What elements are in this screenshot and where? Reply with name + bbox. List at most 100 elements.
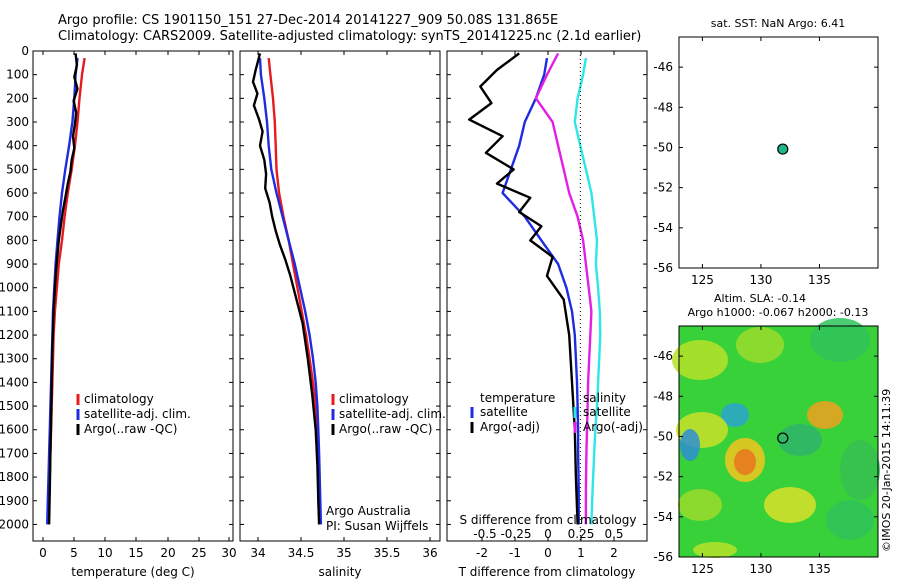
series-line-difference-2 <box>573 57 602 525</box>
y-tick-label: -54 <box>653 510 673 524</box>
heatmap-blob <box>693 542 737 558</box>
legend-label: Argo(-adj) <box>480 420 540 434</box>
x-tick-label: 35 <box>336 546 351 560</box>
y-tick-label: 400 <box>6 139 29 153</box>
y-tick-label: 200 <box>6 91 29 105</box>
legend-label: satellite <box>480 405 528 419</box>
series-line-difference-1 <box>468 52 579 525</box>
x-tick-label: 35.5 <box>374 546 401 560</box>
heatmap-blob <box>672 340 728 380</box>
x-tick-label: 135 <box>808 562 831 576</box>
x-tick-label: 30 <box>221 546 236 560</box>
y-tick-label: -52 <box>653 181 673 195</box>
series-line-temperature-1 <box>46 57 79 525</box>
panel-frame-difference <box>446 50 648 542</box>
annotation-text: PI: Susan Wijffels <box>326 519 428 533</box>
x-tick-label: 2 <box>610 546 618 560</box>
map-frame-sla_map <box>678 325 879 558</box>
x-tick-label: 0 <box>39 546 47 560</box>
y-tick-label: 0 <box>21 44 29 58</box>
x-tick-label-S: 0 <box>544 527 552 541</box>
profile-location-marker <box>777 143 789 155</box>
x-tick-label: 20 <box>160 546 175 560</box>
heatmap-blob <box>736 327 784 363</box>
y-tick-label: 1500 <box>0 399 29 413</box>
y-tick-label: 1400 <box>0 375 29 389</box>
x-tick-label-S: 0.25 <box>568 527 595 541</box>
y-tick-label: 1900 <box>0 494 29 508</box>
y-tick-label: 1800 <box>0 470 29 484</box>
y-tick-label: 1000 <box>0 281 29 295</box>
x-tick-label: -1 <box>509 546 521 560</box>
legend-label: satellite-adj. clim. <box>339 407 446 421</box>
heatmap-blob <box>680 429 700 461</box>
y-tick-label: -46 <box>653 60 673 74</box>
map-title: Argo h1000: -0.067 h2000: -0.13 <box>688 306 869 319</box>
x-tick-label: -2 <box>476 546 488 560</box>
y-tick-label: 1700 <box>0 446 29 460</box>
x-tick-label: 5 <box>70 546 78 560</box>
climatology-title: Climatology: CARS2009. Satellite-adjuste… <box>58 29 642 44</box>
map-frame-sst_map <box>678 36 879 269</box>
y-tick-label: 1300 <box>0 352 29 366</box>
y-tick-label: 100 <box>6 68 29 82</box>
legend-label: satellite-adj. clim. <box>84 407 191 421</box>
x-tick-label-S: -0.25 <box>500 527 531 541</box>
heatmap-blob <box>826 500 874 540</box>
x-tick-label: 125 <box>691 562 714 576</box>
heatmap-blob <box>734 449 756 475</box>
map-title: Altim. SLA: -0.14 <box>714 292 806 305</box>
y-tick-label: -50 <box>653 429 673 443</box>
y-tick-label: -48 <box>653 389 673 403</box>
profile-title: Argo profile: CS 1901150_151 27-Dec-2014… <box>58 13 559 28</box>
series-line-salinity-2 <box>251 53 321 525</box>
x-axis-label: salinity <box>318 565 361 579</box>
y-tick-label: 700 <box>6 210 29 224</box>
y-tick-label: 1200 <box>0 328 29 342</box>
y-tick-label: 2000 <box>0 517 29 531</box>
y-tick-label: -56 <box>653 550 673 564</box>
x-tick-label: 135 <box>808 273 831 287</box>
series-line-difference-3 <box>534 52 593 525</box>
legend-label: Argo(-adj) <box>583 420 643 434</box>
y-tick-label: -48 <box>653 100 673 114</box>
x-tick-label: 10 <box>97 546 112 560</box>
x-tick-label: 130 <box>749 562 772 576</box>
series-line-temperature-2 <box>47 53 79 525</box>
heatmap-blob <box>721 403 749 427</box>
legend-label: satellite <box>583 405 631 419</box>
heatmap-blob <box>810 318 870 362</box>
y-tick-label: 500 <box>6 162 29 176</box>
y-tick-label: -54 <box>653 221 673 235</box>
y-tick-label: -52 <box>653 470 673 484</box>
y-tick-label: 300 <box>6 115 29 129</box>
panel-frame-temperature <box>32 50 234 542</box>
legend-title: temperature <box>480 391 555 405</box>
x-tick-label: 125 <box>691 273 714 287</box>
y-tick-label: 900 <box>6 257 29 271</box>
x-tick-label: 25 <box>191 546 206 560</box>
y-tick-label: -50 <box>653 140 673 154</box>
x-axis-label: temperature (deg C) <box>71 565 194 579</box>
x-tick-label: 1 <box>577 546 585 560</box>
y-tick-label: -56 <box>653 261 673 275</box>
map-title: sat. SST: NaN Argo: 6.41 <box>711 17 845 30</box>
annotation-text: Argo Australia <box>326 504 411 518</box>
y-tick-label: 1600 <box>0 423 29 437</box>
y-tick-label: -46 <box>653 349 673 363</box>
y-tick-label: 800 <box>6 233 29 247</box>
legend-label: Argo(..raw -QC) <box>339 422 432 436</box>
heatmap-blob <box>807 401 843 429</box>
heatmap-blob <box>764 487 816 523</box>
x-tick-label: 0 <box>544 546 552 560</box>
series-line-salinity-1 <box>258 58 323 525</box>
panel-frame-salinity <box>239 50 441 542</box>
x-tick-label: 130 <box>749 273 772 287</box>
x-axis-label-top: S difference from climatology <box>460 513 637 527</box>
x-tick-label-S: 0.5 <box>604 527 623 541</box>
series-line-difference-0 <box>501 57 580 525</box>
heatmap-blob <box>678 489 722 521</box>
x-tick-label: 34.5 <box>288 546 315 560</box>
y-tick-label: 600 <box>6 186 29 200</box>
